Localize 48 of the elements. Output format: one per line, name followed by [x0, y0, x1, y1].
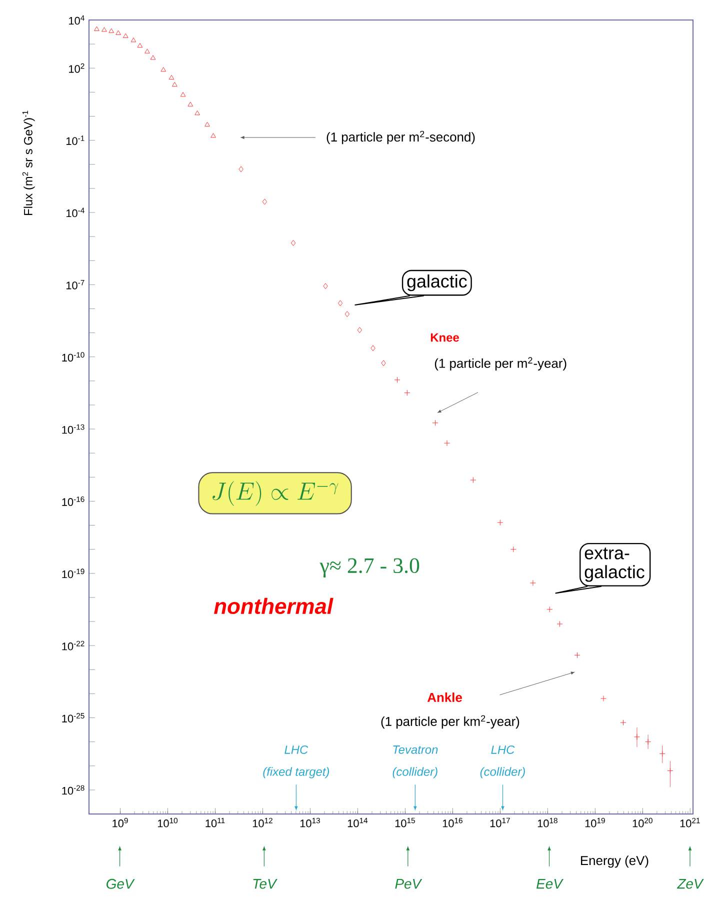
annotation: Knee — [430, 333, 459, 342]
y-tick-label: 10$^{2}$ — [69, 63, 84, 73]
y-tick-label: 10$^{-25}$ — [62, 713, 84, 722]
text: ZeV — [676, 879, 704, 889]
x-tick-label: 10$^{16}$ — [442, 818, 462, 828]
x-tick-label: 10$^{18}$ — [538, 818, 558, 828]
y-tick-label: 10$^{-22}$ — [62, 640, 84, 650]
x-tick-label: 10$^{11}$ — [206, 818, 225, 828]
annotation: (collider) — [480, 767, 525, 778]
y-tick-label: 10$^{4}$ — [69, 15, 84, 25]
x-tick-label: 10$^{9}$ — [112, 818, 128, 828]
y-tick-label: 10$^{-10}$ — [62, 352, 84, 362]
annotation: extra-galactic — [584, 548, 644, 582]
y-tick-label: 10$^{-13}$ — [62, 424, 84, 434]
y-tick-label: 10$^{-16}$ — [62, 496, 84, 506]
x-tick-label: 10$^{12}$ — [252, 818, 272, 828]
annotation: galactic — [407, 274, 467, 292]
y-tick-label: 10$^{-28}$ — [62, 785, 84, 795]
y-tick-label: 10$^{-1}$ — [66, 136, 84, 145]
annotation: LHC — [491, 745, 515, 754]
x-tick-label: 10$^{19}$ — [585, 818, 605, 828]
annotation: (1 particle per km$^{2}$-year) — [381, 715, 520, 729]
text: GeV — [106, 878, 135, 889]
annotation: $J(E) \propto E^{-\gamma}$ — [212, 481, 338, 506]
y-tick-label: 10$^{-19}$ — [62, 568, 84, 578]
y-tick-label: 10$^{-4}$ — [66, 208, 84, 218]
x-tick-label: 10$^{10}$ — [158, 818, 178, 828]
y-axis-title: Flux (m$^{2}$ sr s GeV)$^{-1}$ — [22, 110, 35, 216]
text: PeV — [395, 879, 422, 889]
x-tick-label: 10$^{15}$ — [395, 818, 415, 828]
x-axis-title: Energy (eV) — [581, 856, 648, 868]
annotation: Ankle — [427, 692, 462, 702]
y-tick-label: 10$^{-7}$ — [66, 280, 84, 290]
x-tick-label: 10$^{13}$ — [300, 818, 320, 828]
annotation: LHC — [284, 745, 308, 754]
annotation: nonthermal — [214, 598, 334, 614]
annotation: (fixed target) — [263, 767, 330, 778]
annotation: γ≈ 2.7 - 3.0 — [320, 558, 420, 578]
text: EeV — [536, 879, 564, 889]
annotation: (collider) — [392, 767, 438, 778]
text: TeV — [253, 879, 278, 889]
annotation: (1 particle per m$^{2}$-year) — [434, 357, 566, 370]
x-tick-label: 10$^{21}$ — [680, 818, 700, 828]
x-tick-label: 10$^{17}$ — [490, 818, 510, 828]
annotation: (1 particle per m$^{2}$-second) — [326, 130, 475, 144]
x-tick-label: 10$^{14}$ — [348, 818, 368, 828]
annotation: Tevatron — [393, 746, 438, 754]
x-tick-label: 10$^{20}$ — [632, 818, 652, 828]
